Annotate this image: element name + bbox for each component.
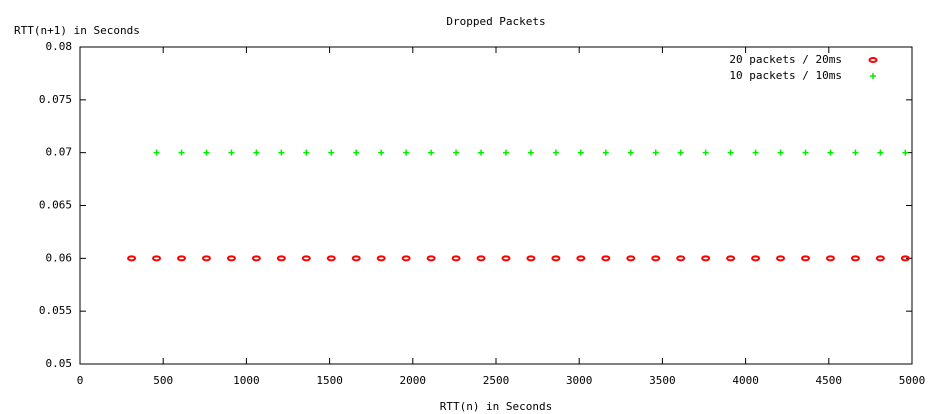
point	[727, 149, 734, 156]
point	[801, 255, 811, 262]
x-tick-label: 0	[77, 374, 84, 387]
point	[178, 149, 185, 156]
point	[776, 255, 786, 262]
point	[201, 255, 211, 262]
y-tick-label: 0.08	[46, 40, 73, 53]
x-axis-label: RTT(n) in Seconds	[440, 400, 553, 413]
x-tick-label: 1500	[316, 374, 343, 387]
point	[177, 255, 187, 262]
point	[601, 255, 611, 262]
legend-marker	[870, 73, 876, 79]
point	[777, 149, 784, 156]
x-tick-label: 2500	[483, 374, 510, 387]
point	[153, 149, 160, 156]
y-tick-label: 0.07	[46, 146, 73, 159]
point	[303, 149, 310, 156]
point	[502, 149, 509, 156]
x-tick-label: 500	[153, 374, 173, 387]
point	[877, 149, 884, 156]
y-axis-label: RTT(n+1) in Seconds	[14, 24, 140, 37]
point	[701, 255, 711, 262]
point	[226, 255, 236, 262]
point	[251, 255, 261, 262]
point	[376, 255, 386, 262]
point	[453, 149, 460, 156]
x-tick-label: 3500	[649, 374, 676, 387]
point	[451, 255, 461, 262]
point	[501, 255, 511, 262]
point	[726, 255, 736, 262]
point	[602, 149, 609, 156]
x-tick-label: 1000	[233, 374, 260, 387]
point	[378, 149, 385, 156]
legend-label: 20 packets / 20ms	[729, 53, 842, 66]
point	[403, 149, 410, 156]
point	[127, 255, 137, 262]
point	[351, 255, 361, 262]
point	[576, 255, 586, 262]
point	[751, 255, 761, 262]
point	[276, 255, 286, 262]
point	[900, 255, 910, 262]
legend-label: 10 packets / 10ms	[729, 69, 842, 82]
x-tick-label: 4500	[816, 374, 843, 387]
point	[825, 255, 835, 262]
chart-title: Dropped Packets	[446, 15, 545, 28]
x-tick-label: 3000	[566, 374, 593, 387]
point	[328, 149, 335, 156]
point	[551, 255, 561, 262]
point	[850, 255, 860, 262]
legend-marker	[868, 57, 878, 63]
point	[552, 149, 559, 156]
point	[752, 149, 759, 156]
point	[152, 255, 162, 262]
x-tick-label: 4000	[732, 374, 759, 387]
point	[875, 255, 885, 262]
point	[426, 255, 436, 262]
x-tick-label: 5000	[899, 374, 926, 387]
point	[902, 149, 909, 156]
point	[577, 149, 584, 156]
point	[428, 149, 435, 156]
y-tick-label: 0.06	[46, 251, 73, 264]
y-tick-label: 0.055	[39, 304, 72, 317]
point	[526, 255, 536, 262]
point	[651, 255, 661, 262]
point	[253, 149, 260, 156]
point	[278, 149, 285, 156]
point	[802, 149, 809, 156]
point	[702, 149, 709, 156]
point	[827, 149, 834, 156]
y-tick-label: 0.05	[46, 357, 73, 370]
point	[627, 149, 634, 156]
point	[326, 255, 336, 262]
point	[652, 149, 659, 156]
point	[203, 149, 210, 156]
point	[676, 255, 686, 262]
point	[677, 149, 684, 156]
y-tick-label: 0.075	[39, 93, 72, 106]
point	[852, 149, 859, 156]
point	[228, 149, 235, 156]
point	[626, 255, 636, 262]
point	[301, 255, 311, 262]
point	[401, 255, 411, 262]
point	[478, 149, 485, 156]
point	[527, 149, 534, 156]
point	[353, 149, 360, 156]
point	[476, 255, 486, 262]
y-tick-label: 0.065	[39, 199, 72, 212]
x-tick-label: 2000	[400, 374, 427, 387]
